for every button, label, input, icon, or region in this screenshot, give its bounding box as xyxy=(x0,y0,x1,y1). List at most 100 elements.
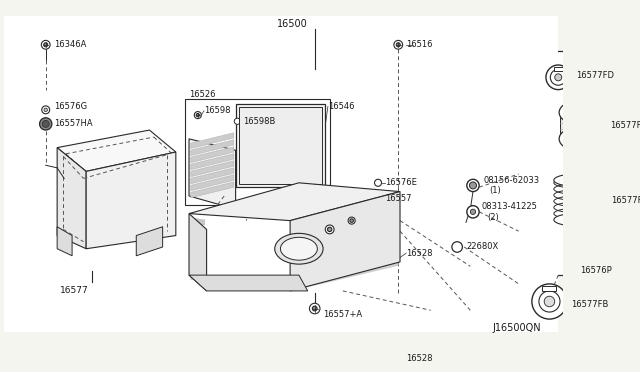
Polygon shape xyxy=(191,226,205,233)
Circle shape xyxy=(470,182,477,189)
Circle shape xyxy=(550,70,566,85)
Ellipse shape xyxy=(565,105,596,121)
Polygon shape xyxy=(191,168,234,184)
Polygon shape xyxy=(191,218,205,225)
Circle shape xyxy=(394,41,403,49)
Polygon shape xyxy=(294,212,398,243)
Text: 16526: 16526 xyxy=(189,90,216,99)
Bar xyxy=(9,90,180,271)
Text: 16577: 16577 xyxy=(60,286,89,295)
Polygon shape xyxy=(189,183,400,221)
Polygon shape xyxy=(191,234,205,241)
Bar xyxy=(554,67,564,71)
Text: (2): (2) xyxy=(487,212,499,222)
Polygon shape xyxy=(57,148,86,249)
Polygon shape xyxy=(189,275,308,291)
Circle shape xyxy=(467,206,479,218)
Circle shape xyxy=(42,121,49,128)
Circle shape xyxy=(374,179,381,186)
Polygon shape xyxy=(294,235,398,266)
Circle shape xyxy=(544,296,555,307)
Polygon shape xyxy=(560,112,600,139)
Circle shape xyxy=(452,242,463,252)
Ellipse shape xyxy=(275,233,323,264)
Polygon shape xyxy=(191,250,205,257)
Ellipse shape xyxy=(559,126,602,151)
Polygon shape xyxy=(191,154,234,170)
Text: 08156-62033: 08156-62033 xyxy=(484,176,540,185)
Text: 16598: 16598 xyxy=(204,106,230,115)
Circle shape xyxy=(546,65,570,90)
Text: 16557+A: 16557+A xyxy=(324,310,363,319)
Polygon shape xyxy=(191,182,234,198)
Polygon shape xyxy=(57,227,72,256)
Circle shape xyxy=(375,196,381,202)
Text: J16500QN: J16500QN xyxy=(492,323,541,333)
Circle shape xyxy=(555,74,562,81)
Circle shape xyxy=(467,179,479,192)
Polygon shape xyxy=(294,251,398,282)
Circle shape xyxy=(348,217,355,224)
Circle shape xyxy=(532,284,567,319)
Polygon shape xyxy=(191,140,234,155)
Text: 16598B: 16598B xyxy=(243,117,276,126)
Polygon shape xyxy=(191,133,234,148)
Text: 16576E: 16576E xyxy=(385,178,417,187)
Polygon shape xyxy=(191,161,234,177)
Circle shape xyxy=(325,225,334,234)
Bar xyxy=(184,99,330,205)
Text: 16577FC: 16577FC xyxy=(610,121,640,130)
Text: 22680X: 22680X xyxy=(466,243,498,251)
Text: 08313-41225: 08313-41225 xyxy=(482,202,538,211)
Text: 16577FD: 16577FD xyxy=(576,71,614,80)
Ellipse shape xyxy=(554,214,598,226)
Text: 16577FB: 16577FB xyxy=(572,299,609,309)
Polygon shape xyxy=(236,104,325,187)
Polygon shape xyxy=(191,242,205,249)
Circle shape xyxy=(40,118,52,130)
Circle shape xyxy=(196,113,200,117)
Circle shape xyxy=(539,291,560,312)
Polygon shape xyxy=(294,196,398,227)
Polygon shape xyxy=(294,243,398,274)
Ellipse shape xyxy=(280,237,317,260)
Polygon shape xyxy=(136,227,163,256)
Text: 16557HA: 16557HA xyxy=(54,119,93,128)
Bar xyxy=(172,68,435,293)
Polygon shape xyxy=(294,204,398,235)
Circle shape xyxy=(42,41,50,49)
Ellipse shape xyxy=(559,100,602,125)
Circle shape xyxy=(310,303,320,314)
Circle shape xyxy=(312,306,317,311)
Circle shape xyxy=(470,209,476,214)
Polygon shape xyxy=(189,139,236,209)
Bar xyxy=(518,51,640,275)
Text: 16576G: 16576G xyxy=(54,102,88,111)
Text: 16577FA: 16577FA xyxy=(611,196,640,205)
Circle shape xyxy=(328,227,332,232)
Text: 16576P: 16576P xyxy=(580,266,612,275)
Polygon shape xyxy=(191,273,205,280)
Circle shape xyxy=(234,118,241,124)
Bar xyxy=(239,107,322,184)
Text: 16516: 16516 xyxy=(406,40,433,49)
Text: 16346A: 16346A xyxy=(54,40,87,49)
Ellipse shape xyxy=(554,174,598,186)
Polygon shape xyxy=(294,259,398,290)
Polygon shape xyxy=(189,214,207,291)
Polygon shape xyxy=(191,147,234,163)
Polygon shape xyxy=(294,220,398,250)
Text: 16500: 16500 xyxy=(276,19,307,29)
Bar xyxy=(543,286,557,291)
Circle shape xyxy=(195,112,202,119)
Polygon shape xyxy=(191,266,205,272)
Circle shape xyxy=(44,43,48,47)
Polygon shape xyxy=(191,175,234,191)
Text: 16528: 16528 xyxy=(406,354,433,363)
Text: (1): (1) xyxy=(489,186,500,195)
Text: 16528: 16528 xyxy=(406,248,433,258)
Ellipse shape xyxy=(565,131,596,147)
Text: 16557: 16557 xyxy=(385,194,412,203)
Polygon shape xyxy=(86,152,176,249)
Circle shape xyxy=(42,106,50,114)
